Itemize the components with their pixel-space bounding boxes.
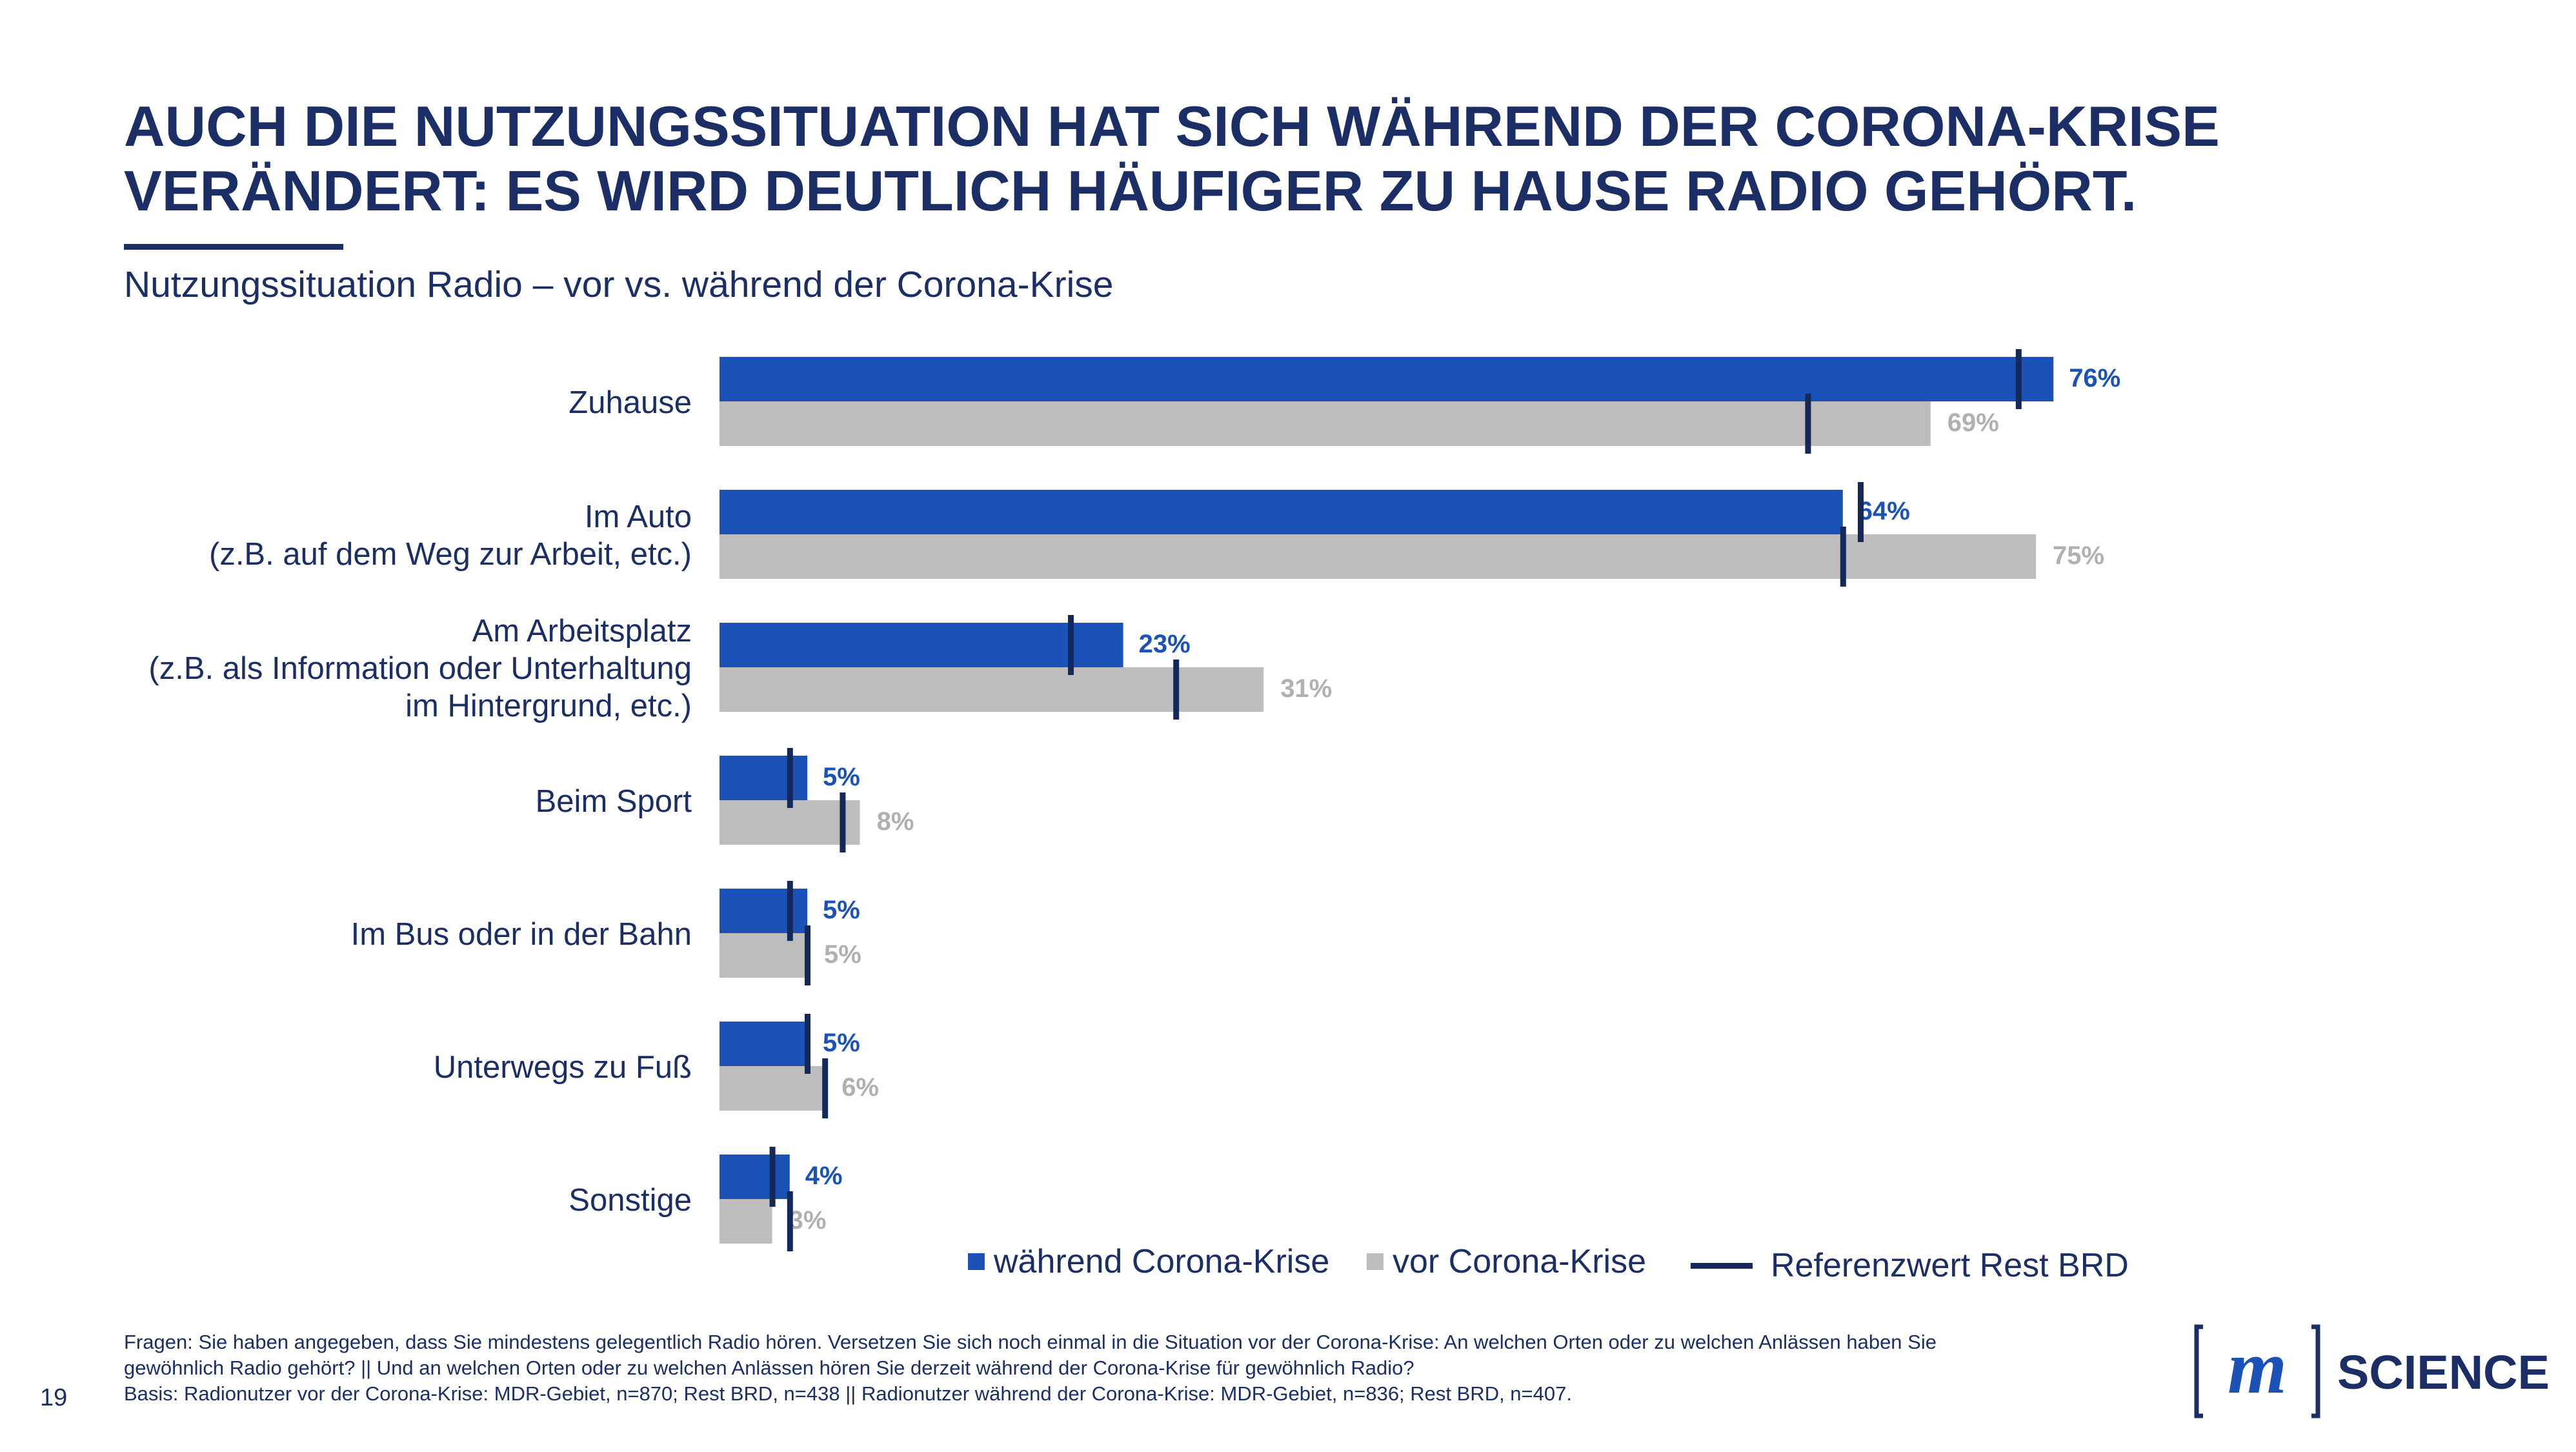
reference-marker-before [840,792,846,852]
value-label-before: 8% [877,807,914,836]
footnote-line-3: Basis: Radionutzer vor der Corona-Krise:… [124,1382,1572,1405]
legend-label-before: vor Corona-Krise [1393,1243,1647,1280]
chart-subtitle: Nutzungssituation Radio – vor vs. währen… [124,264,1114,305]
category-label: Unterwegs zu Fuß [434,1050,692,1085]
category-label: (z.B. auf dem Weg zur Arbeit, etc.) [209,537,692,572]
category-label: Beim Sport [536,784,692,819]
legend-swatch-before [1367,1253,1384,1270]
legend-label-during: während Corona-Krise [994,1243,1330,1280]
title-underline [124,244,343,250]
reference-marker-during [769,1147,776,1207]
legend-item-during: während Corona-Krise [968,1242,1329,1281]
legend-label-reference: Referenzwert Rest BRD [1771,1247,2129,1284]
reference-marker-before [805,925,810,985]
value-label-during: 23% [1139,630,1191,658]
category-label: im Hintergrund, etc.) [405,689,692,723]
reference-marker-during [1858,482,1864,542]
legend-swatch-reference [1691,1262,1753,1269]
footnote-line-2: gewöhnlich Radio gehört? || Und an welch… [124,1356,1414,1379]
reference-marker-before [1840,527,1846,587]
reference-marker-during [787,748,793,808]
bar-during [719,490,1843,534]
reference-marker-before [1805,394,1811,454]
bar-before [719,534,2036,579]
value-label-before: 6% [841,1073,879,1102]
value-label-before: 75% [2053,541,2104,570]
value-label-before: 69% [1947,408,1999,437]
value-label-during: 5% [823,1029,860,1057]
bar-during [719,1022,807,1066]
reference-marker-during [2015,349,2022,409]
bar-before [719,401,1931,446]
reference-marker-during [1068,615,1074,675]
bar-during [719,1155,790,1199]
category-label: Im Bus oder in der Bahn [351,917,692,952]
reference-marker-before [787,1191,793,1251]
value-label-during: 5% [823,763,860,791]
bar-before [719,1199,772,1244]
bar-before [719,933,807,978]
category-label: Sonstige [569,1183,692,1218]
title-line-1: AUCH DIE NUTZUNGSSITUATION HAT SICH WÄHR… [124,94,2220,158]
page-number: 19 [40,1384,68,1411]
reference-marker-during [805,1014,810,1074]
m-science-logo: m SCIENCE [2194,1324,2549,1418]
value-label-before: 31% [1280,674,1332,703]
reference-marker-before [1173,660,1180,720]
title-line-2: VERÄNDERT: ES WIRD DEUTLICH HÄUFIGER ZU … [124,159,2137,223]
category-label: Zuhause [569,385,692,420]
value-label-during: 76% [2069,364,2120,392]
legend-swatch-during [968,1253,985,1270]
reference-marker-during [787,881,793,941]
category-label: Am Arbeitsplatz [472,614,692,649]
legend-item-reference: Referenzwert Rest BRD [1691,1246,2129,1285]
bar-during [719,889,807,933]
footnote-line-1: Fragen: Sie haben angegeben, dass Sie mi… [124,1331,1937,1353]
bar-during [719,357,2054,401]
value-label-during: 64% [1858,497,1910,525]
legend-item-before: vor Corona-Krise [1367,1242,1646,1281]
footnote: Fragen: Sie haben angegeben, dass Sie mi… [124,1329,2137,1407]
bar-during [719,623,1123,667]
chart-legend: während Corona-Krise vor Corona-Krise Re… [0,1242,2576,1294]
category-label: (z.B. als Information oder Unterhaltung [148,651,692,686]
page-title: AUCH DIE NUTZUNGSSITUATION HAT SICH WÄHR… [124,94,2382,223]
reference-marker-before [822,1058,829,1118]
value-label-before: 3% [789,1206,827,1235]
category-label: Im Auto [585,499,692,534]
bar-chart: Zuhause 76% 69% Im Auto(z.B. auf dem Weg zu… [148,349,2120,1251]
value-label-during: 4% [805,1162,843,1190]
value-label-before: 5% [824,940,861,969]
bar-during [719,756,807,800]
logo-text: SCIENCE [2337,1346,2549,1399]
value-label-during: 5% [823,896,860,924]
bar-before [719,667,1264,712]
logo-letter: m [2228,1325,2287,1409]
